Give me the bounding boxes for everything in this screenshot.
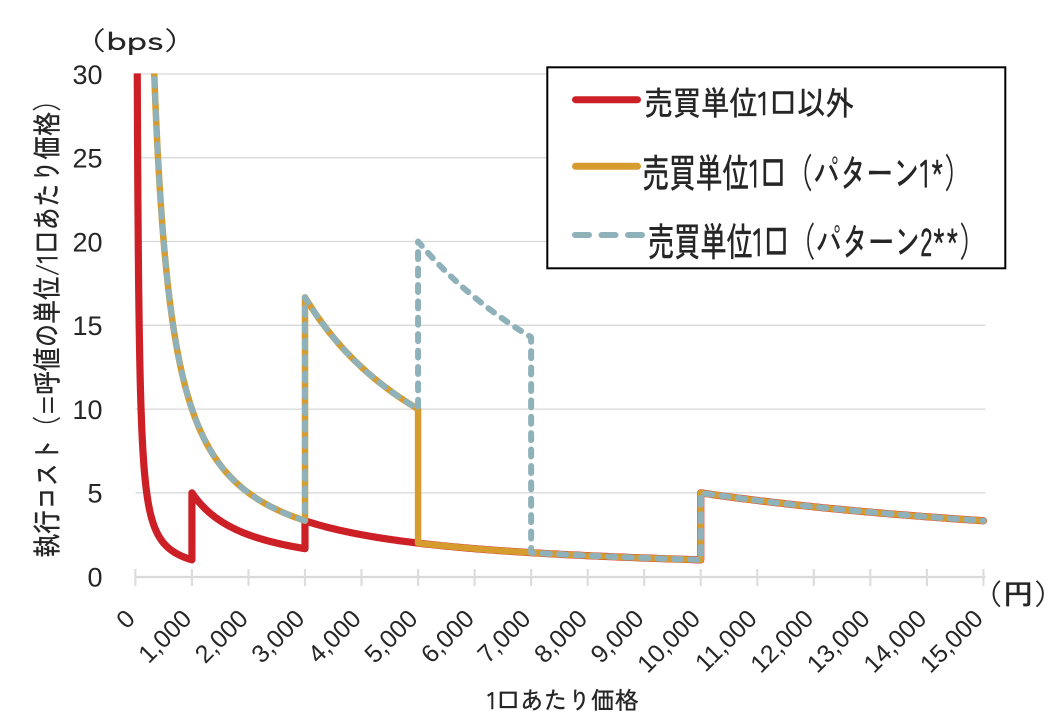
svg-text:5: 5 xyxy=(87,479,102,509)
svg-text:20: 20 xyxy=(72,227,102,257)
svg-text:0: 0 xyxy=(87,562,102,592)
svg-text:10: 10 xyxy=(72,395,102,425)
svg-text:25: 25 xyxy=(72,144,102,174)
svg-text:15: 15 xyxy=(72,311,102,341)
svg-text:30: 30 xyxy=(72,60,102,90)
